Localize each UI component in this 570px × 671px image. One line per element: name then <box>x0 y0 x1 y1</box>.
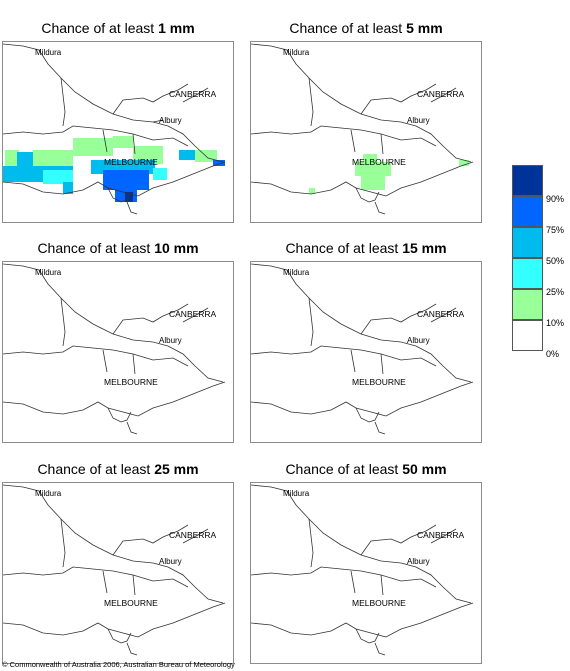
victoria-map: Mildura CANBERRA Albury MELBOURNE <box>250 482 482 664</box>
panel-title: Chance of at least 1 mm <box>41 20 195 36</box>
copyright-notice: © Commonwealth of Australia 2006, Austra… <box>2 660 235 669</box>
map-shading <box>3 43 226 215</box>
victoria-map: Mildura CANBERRA Albury MELBOURNE <box>2 261 234 443</box>
map-outline <box>251 484 474 656</box>
legend-label-10: 10% <box>546 318 565 328</box>
legend-swatch-25 <box>512 258 543 289</box>
label-albury: Albury <box>159 336 182 345</box>
label-melbourne: MELBOURNE <box>104 157 158 167</box>
victoria-map: Mildura CANBERRA Albury MELBOURNE <box>2 41 234 223</box>
map-boundaries <box>251 43 474 215</box>
label-melbourne: MELBOURNE <box>352 598 406 608</box>
map-outline <box>3 484 226 656</box>
legend-swatch-10 <box>512 289 543 320</box>
legend-label-75: 75% <box>546 225 565 235</box>
label-mildura: Mildura <box>35 489 62 498</box>
rainfall-shading <box>309 154 469 194</box>
panel-title: Chance of at least 15 mm <box>285 240 447 256</box>
label-albury: Albury <box>407 336 430 345</box>
label-canberra: CANBERRA <box>417 530 465 540</box>
panel-title: Chance of at least 5 mm <box>289 20 443 36</box>
label-canberra: CANBERRA <box>169 530 217 540</box>
label-canberra: CANBERRA <box>417 309 465 319</box>
label-melbourne: MELBOURNE <box>352 157 406 167</box>
legend-swatch-50 <box>512 227 543 258</box>
label-mildura: Mildura <box>35 268 62 277</box>
label-melbourne: MELBOURNE <box>104 377 158 387</box>
label-mildura: Mildura <box>35 48 62 57</box>
map-shading <box>251 43 474 215</box>
label-canberra: CANBERRA <box>417 89 465 99</box>
map-boundaries <box>251 484 474 656</box>
label-melbourne: MELBOURNE <box>352 377 406 387</box>
map-outline <box>3 263 226 435</box>
map-outline <box>251 263 474 435</box>
rainfall-shading <box>3 136 225 202</box>
probability-legend: 90% 75% 50% 25% 10% 0% <box>512 165 568 360</box>
panel-title: Chance of at least 50 mm <box>285 461 447 477</box>
map-boundaries <box>3 484 226 656</box>
legend-label-0: 0% <box>546 349 560 359</box>
label-albury: Albury <box>407 557 430 566</box>
panel-title: Chance of at least 10 mm <box>37 240 199 256</box>
map-boundaries <box>3 263 226 435</box>
label-mildura: Mildura <box>283 48 310 57</box>
label-canberra: CANBERRA <box>169 89 217 99</box>
legend-label-90: 90% <box>546 194 565 204</box>
label-albury: Albury <box>159 116 182 125</box>
label-melbourne: MELBOURNE <box>104 598 158 608</box>
legend-swatch-0 <box>512 320 543 351</box>
label-albury: Albury <box>407 116 430 125</box>
legend-swatch-75 <box>512 196 543 227</box>
legend-label-50: 50% <box>546 256 565 266</box>
panel-title: Chance of at least 25 mm <box>37 461 199 477</box>
legend-swatch-90 <box>512 165 543 196</box>
label-canberra: CANBERRA <box>169 309 217 319</box>
map-boundaries <box>251 263 474 435</box>
label-albury: Albury <box>159 557 182 566</box>
victoria-map: Mildura CANBERRA Albury MELBOURNE <box>2 482 234 664</box>
label-mildura: Mildura <box>283 268 310 277</box>
victoria-map: Mildura CANBERRA Albury MELBOURNE <box>250 41 482 223</box>
legend-label-25: 25% <box>546 287 565 297</box>
label-mildura: Mildura <box>283 489 310 498</box>
victoria-map: Mildura CANBERRA Albury MELBOURNE <box>250 261 482 443</box>
map-boundaries <box>3 43 226 215</box>
